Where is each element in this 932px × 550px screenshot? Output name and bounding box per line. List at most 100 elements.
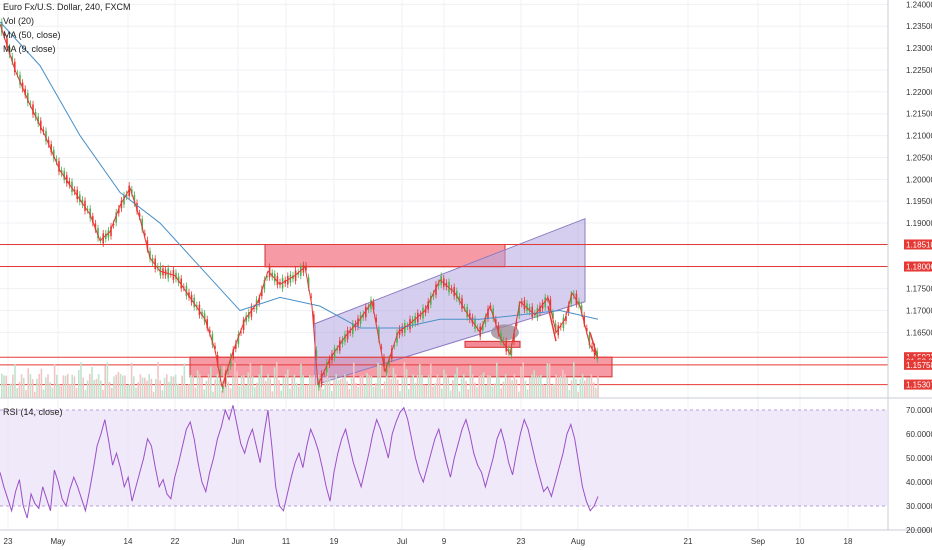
- candle-body: [502, 340, 505, 343]
- volume-bar: [295, 383, 298, 398]
- volume-bar: [258, 374, 260, 398]
- candle-body: [237, 334, 240, 345]
- candle-body: [175, 272, 177, 279]
- volume-bar: [251, 376, 254, 398]
- volume-bar: [511, 380, 513, 398]
- candle-body: [586, 328, 588, 332]
- candle-body: [328, 358, 331, 365]
- volume-bar: [185, 385, 188, 398]
- volume-bar: [482, 372, 485, 398]
- volume-bar: [520, 366, 522, 398]
- volume-bar: [203, 389, 205, 398]
- volume-bar: [214, 379, 216, 398]
- candle-body: [323, 373, 325, 375]
- candle-body: [92, 216, 94, 223]
- volume-bar: [515, 379, 518, 398]
- volume-bar: [139, 374, 142, 398]
- volume-bar: [218, 380, 221, 398]
- ma50-line: [0, 21, 599, 329]
- candle-body: [58, 161, 60, 172]
- candle-body: [8, 47, 11, 55]
- candle-body: [97, 228, 99, 239]
- volume-bar: [236, 371, 238, 398]
- volume-bar: [212, 391, 214, 398]
- candle-body: [71, 181, 73, 193]
- volume-bar: [476, 387, 478, 398]
- volume-bar: [313, 375, 315, 398]
- volume-bar: [381, 388, 384, 398]
- candle-body: [222, 384, 224, 390]
- volume-bar: [342, 378, 344, 398]
- candle-body: [196, 305, 198, 308]
- candle-body: [469, 313, 471, 320]
- candle-body: [518, 304, 520, 316]
- candle-body: [29, 103, 32, 105]
- volume-bar: [522, 362, 524, 398]
- candle-body: [37, 116, 39, 124]
- volume-bar: [240, 375, 243, 398]
- candle-body: [34, 112, 37, 118]
- volume-bar: [364, 384, 366, 398]
- volume-bar: [104, 365, 106, 398]
- candle-body: [120, 200, 123, 209]
- volume-bar: [34, 391, 36, 398]
- candle-body: [385, 365, 388, 373]
- price-tag: [904, 379, 932, 390]
- volume-bar: [309, 375, 311, 398]
- candle-body: [183, 286, 185, 288]
- candle-body: [466, 307, 468, 318]
- candle-body: [492, 308, 494, 319]
- volume-bar: [502, 381, 505, 398]
- candle-body: [19, 74, 21, 85]
- candle-body: [201, 311, 203, 316]
- candle-body: [151, 258, 154, 263]
- volume-bar: [469, 365, 472, 398]
- candle-body: [500, 332, 502, 342]
- candle-body: [123, 195, 125, 205]
- candle-body: [487, 308, 489, 319]
- axis-ticks: 1.24000 1.23500 1.23000 1.22500 1.22000 1.215…: [4, 0, 932, 546]
- candle-body: [552, 312, 554, 319]
- candle-body: [349, 330, 351, 333]
- volume-bar: [379, 364, 381, 398]
- candle-body: [344, 334, 346, 342]
- candle-body: [419, 314, 422, 317]
- candle-body: [76, 189, 78, 200]
- candle-body: [458, 296, 461, 302]
- volume-bar: [302, 375, 304, 398]
- volume-bar: [64, 375, 67, 398]
- candle-body: [21, 82, 24, 89]
- volume-bar: [575, 379, 577, 398]
- volume-bar: [434, 383, 436, 398]
- candle-body: [422, 307, 424, 319]
- volume-bar: [260, 365, 263, 398]
- volume-bar: [419, 364, 421, 398]
- candle-body: [276, 276, 279, 286]
- candle-body: [378, 328, 380, 340]
- candle-body: [461, 298, 463, 309]
- volume-bar: [454, 374, 456, 398]
- candle-body: [188, 292, 190, 298]
- volume-bar: [144, 377, 146, 398]
- price-tick-label: 1.22500: [906, 66, 932, 75]
- volume-bar: [531, 374, 533, 398]
- volume-bar: [73, 376, 76, 398]
- candle-body: [544, 297, 546, 308]
- volume-bar: [194, 387, 197, 398]
- volume-bar: [97, 374, 100, 398]
- volume-bar: [117, 371, 120, 398]
- candle-body: [250, 306, 253, 317]
- candle-body: [346, 330, 349, 340]
- volume-bar: [225, 374, 227, 398]
- candle-body: [149, 251, 151, 259]
- candle-body: [526, 303, 528, 312]
- volume-bar: [20, 374, 23, 398]
- candle-body: [73, 189, 76, 192]
- volume-bar: [141, 377, 144, 398]
- candle-body: [521, 301, 523, 304]
- volume-bar: [557, 376, 560, 398]
- candle-body: [94, 223, 97, 230]
- volume-bar: [586, 377, 588, 398]
- candle-body: [63, 171, 65, 180]
